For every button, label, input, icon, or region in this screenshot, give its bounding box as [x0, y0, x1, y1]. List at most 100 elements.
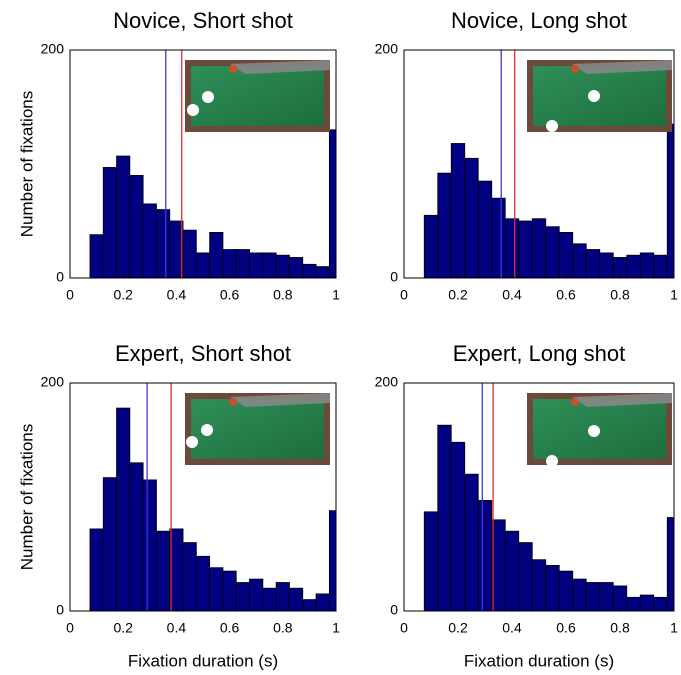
bar [289, 257, 304, 278]
bar [102, 477, 117, 611]
chart-title: Novice, Short shot [113, 8, 293, 33]
inset-ball [202, 91, 214, 103]
inset-ball [186, 436, 198, 448]
x-tick-label: 0.8 [610, 287, 630, 303]
inset-cue-arm [230, 60, 330, 74]
bar [423, 214, 439, 278]
axes-box [403, 382, 675, 612]
plot-area [89, 50, 336, 278]
bar [169, 220, 184, 278]
y-tick-label: 200 [41, 374, 65, 390]
bar [129, 174, 144, 278]
bar [156, 530, 171, 611]
bar [182, 229, 197, 278]
panel: 0 0.2 0.4 0.6 0.8 1 0 200 Expert, Short shot Fixa… [17, 341, 340, 671]
inset-red-ball [229, 398, 237, 406]
bar [545, 565, 560, 611]
inset-cue-arm [230, 393, 330, 407]
bar [289, 587, 304, 611]
bar [531, 559, 547, 611]
bar [518, 220, 533, 278]
bar [450, 143, 466, 278]
panel: 0 0.2 0.4 0.6 0.8 1 0 200 Novice, Short shot Numb… [17, 8, 340, 303]
y-tick-label: 0 [390, 602, 398, 618]
bar [302, 599, 317, 611]
y-tick-label: 200 [375, 41, 399, 57]
bar [558, 570, 574, 611]
bar [450, 441, 466, 611]
x-tick-label: 0 [400, 620, 408, 636]
x-tick-label: 0.6 [556, 287, 576, 303]
bar [585, 582, 601, 611]
bar [437, 424, 452, 611]
bar [477, 180, 493, 278]
inset-cue-arm [572, 60, 672, 74]
bar [249, 252, 264, 278]
x-tick-label: 0.4 [167, 620, 187, 636]
axes-box [403, 49, 675, 279]
plot-area [423, 383, 674, 611]
inset-cue-arm [572, 393, 672, 407]
bar [464, 157, 479, 278]
bar [142, 203, 157, 278]
bar [599, 582, 614, 611]
y-axis-label: Number of fixations [17, 91, 36, 237]
bar [518, 542, 533, 611]
bar [653, 596, 668, 611]
bar [209, 231, 224, 278]
bar [666, 517, 674, 611]
bar [653, 254, 668, 278]
inset-ball [546, 455, 558, 467]
x-tick-label: 0.2 [113, 620, 133, 636]
x-tick-label: 0.4 [167, 287, 187, 303]
bar [129, 462, 144, 611]
inset-ball [187, 104, 199, 116]
bar [262, 252, 277, 278]
x-tick-label: 0.6 [556, 620, 576, 636]
bar [222, 249, 237, 278]
bar [235, 582, 250, 611]
bar [262, 587, 277, 611]
x-tick-label: 0.6 [220, 620, 240, 636]
bar [585, 249, 601, 278]
chart-title: Novice, Long shot [451, 8, 627, 33]
inset-ball [546, 120, 558, 132]
bar [626, 596, 641, 611]
bar [464, 473, 479, 611]
x-tick-label: 0.8 [610, 620, 630, 636]
bar [235, 249, 250, 278]
x-tick-label: 0.8 [273, 620, 293, 636]
bar [315, 266, 330, 278]
bar [275, 582, 290, 611]
bar [477, 500, 493, 611]
bar [504, 530, 520, 611]
bar [116, 155, 131, 278]
y-tick-label: 200 [375, 374, 399, 390]
x-tick-label: 0.6 [220, 287, 240, 303]
inset-felt [191, 399, 324, 459]
bar [639, 594, 655, 611]
x-tick-label: 1 [670, 287, 678, 303]
bar [315, 593, 330, 611]
bar [89, 528, 104, 611]
bar [116, 407, 131, 611]
x-tick-label: 0 [66, 620, 74, 636]
x-tick-label: 0.2 [113, 287, 133, 303]
inset-ball [588, 425, 600, 437]
y-tick-label: 0 [56, 602, 64, 618]
y-tick-label: 200 [41, 41, 65, 57]
inset-ball [588, 90, 600, 102]
inset-ball [201, 424, 213, 436]
y-tick-label: 0 [390, 269, 398, 285]
plot-area [89, 383, 336, 611]
bar [195, 555, 211, 611]
bar [558, 231, 574, 278]
x-axis-label: Fixation duration (s) [464, 651, 614, 670]
x-tick-label: 0.4 [502, 287, 522, 303]
x-axis-label: Fixation duration (s) [128, 651, 278, 670]
bar [423, 511, 439, 611]
chart-title: Expert, Short shot [115, 341, 291, 366]
inset-red-ball [229, 65, 237, 73]
inset-red-ball [571, 398, 579, 406]
